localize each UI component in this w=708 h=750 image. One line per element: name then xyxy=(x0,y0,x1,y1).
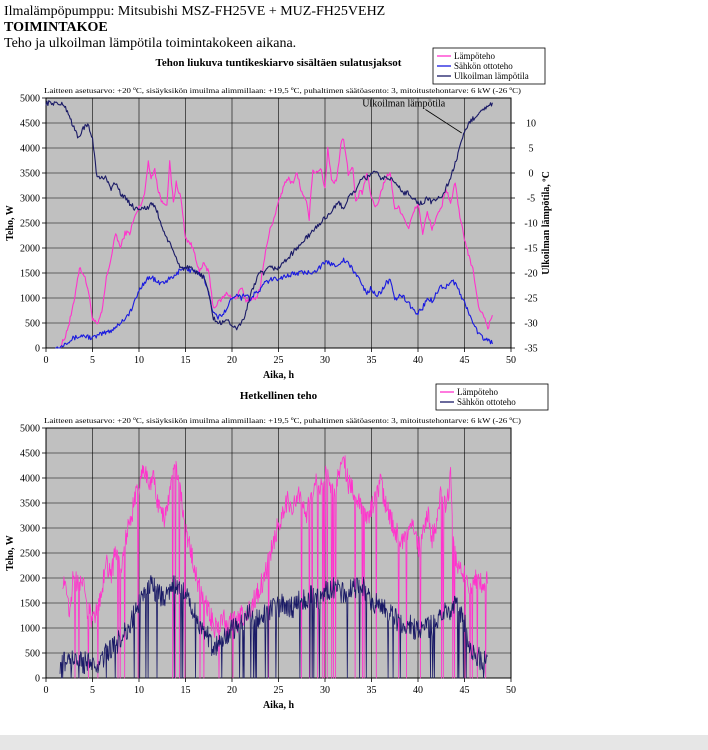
y-tick-label: 5000 xyxy=(20,424,40,435)
y-tick-label: 1000 xyxy=(20,294,40,305)
chart-1: 0500100015002000250030003500400045005000… xyxy=(5,47,552,381)
y2-tick-label: 10 xyxy=(526,119,536,130)
y-tick-label: 1000 xyxy=(20,624,40,635)
chart-subtitle: Laitteen asetusarvo: +20 ºC, sisäyksikön… xyxy=(44,86,521,95)
x-tick-label: 20 xyxy=(227,685,237,696)
x-tick-label: 35 xyxy=(367,355,377,366)
y2-tick-label: -20 xyxy=(524,269,537,280)
x-tick-label: 25 xyxy=(274,355,284,366)
x-tick-label: 50 xyxy=(506,685,516,696)
x-tick-label: 5 xyxy=(90,685,95,696)
series-line-2 xyxy=(45,100,493,331)
y2-tick-label: -30 xyxy=(524,319,537,330)
y-tick-label: 0 xyxy=(35,674,40,685)
y-tick-label: 4500 xyxy=(20,449,40,460)
y-tick-label: 2500 xyxy=(20,549,40,560)
x-tick-label: 0 xyxy=(44,685,49,696)
x-tick-label: 40 xyxy=(413,355,423,366)
legend-label: Lämpöteho xyxy=(454,51,495,61)
y-tick-label: 3000 xyxy=(20,194,40,205)
x-tick-label: 45 xyxy=(460,685,470,696)
x-tick-label: 15 xyxy=(181,685,191,696)
footer-band xyxy=(0,735,708,750)
x-tick-label: 30 xyxy=(320,355,330,366)
x-tick-label: 40 xyxy=(413,685,423,696)
x-tick-label: 35 xyxy=(367,685,377,696)
legend-box xyxy=(435,383,549,411)
y-tick-label: 2500 xyxy=(20,219,40,230)
x-tick-label: 25 xyxy=(274,685,284,696)
chart-title: Tehon liukuva tuntikeskiarvo sisältäen s… xyxy=(156,57,402,69)
x-tick-label: 10 xyxy=(134,685,144,696)
y-tick-label: 1500 xyxy=(20,269,40,280)
annotation-arrow xyxy=(425,109,462,134)
y-tick-label: 4000 xyxy=(20,144,40,155)
y-tick-label: 500 xyxy=(25,319,40,330)
x-tick-label: 45 xyxy=(460,355,470,366)
legend-label: Lämpöteho xyxy=(457,387,498,397)
y-tick-label: 2000 xyxy=(20,244,40,255)
y-tick-label: 1500 xyxy=(20,599,40,610)
series-line-1 xyxy=(55,257,493,349)
header-line-1: Ilmalämpöpumppu: Mitsubishi MSZ-FH25VE +… xyxy=(4,4,386,19)
page-margin xyxy=(560,0,708,735)
y2-tick-label: -10 xyxy=(524,219,537,230)
chart-title: Hetkellinen teho xyxy=(240,390,318,402)
y-tick-label: 4500 xyxy=(20,119,40,130)
y-tick-label: 500 xyxy=(25,649,40,660)
annotation-label: Ulkoilman lämpötila xyxy=(362,99,446,110)
y-axis-label: Teho, W xyxy=(5,535,16,571)
y2-tick-label: 0 xyxy=(529,169,534,180)
y-tick-label: 2000 xyxy=(20,574,40,585)
x-tick-label: 30 xyxy=(320,685,330,696)
legend-label: Sähkön ottoteho xyxy=(457,397,516,407)
chart-2: 0500100015002000250030003500400045005000… xyxy=(5,383,549,711)
series-line-0 xyxy=(62,455,488,679)
y-tick-label: 3000 xyxy=(20,524,40,535)
x-tick-label: 20 xyxy=(227,355,237,366)
x-axis-label: Aika, h xyxy=(263,370,295,381)
legend-label: Ulkoilman lämpötila xyxy=(454,71,529,81)
y2-tick-label: 5 xyxy=(529,144,534,155)
y-tick-label: 5000 xyxy=(20,94,40,105)
header-line-2: TOIMINTAKOE xyxy=(4,20,108,35)
y-axis-label: Teho, W xyxy=(5,205,16,241)
legend-label: Sähkön ottoteho xyxy=(454,61,513,71)
x-tick-label: 50 xyxy=(506,355,516,366)
y2-tick-label: -35 xyxy=(524,344,537,355)
legend-box xyxy=(432,47,546,85)
series-line-0 xyxy=(59,138,493,349)
y-tick-label: 4000 xyxy=(20,474,40,485)
y-tick-label: 3500 xyxy=(20,499,40,510)
x-tick-label: 10 xyxy=(134,355,144,366)
series-line-1 xyxy=(59,575,488,679)
y-tick-label: 3500 xyxy=(20,169,40,180)
x-tick-label: 0 xyxy=(44,355,49,366)
chart-subtitle: Laitteen asetusarvo: +20 ºC, sisäyksikön… xyxy=(44,416,521,425)
y2-tick-label: -25 xyxy=(524,294,537,305)
y2-tick-label: -5 xyxy=(527,194,535,205)
y-tick-label: 0 xyxy=(35,344,40,355)
y2-tick-label: -15 xyxy=(524,244,537,255)
x-tick-label: 15 xyxy=(181,355,191,366)
header-line-3: Teho ja ulkoilman lämpötila toimintakoke… xyxy=(4,36,297,51)
y2-axis-label: Ulkoilman lämpötila, ºC xyxy=(541,171,552,275)
x-axis-label: Aika, h xyxy=(263,700,295,711)
x-tick-label: 5 xyxy=(90,355,95,366)
